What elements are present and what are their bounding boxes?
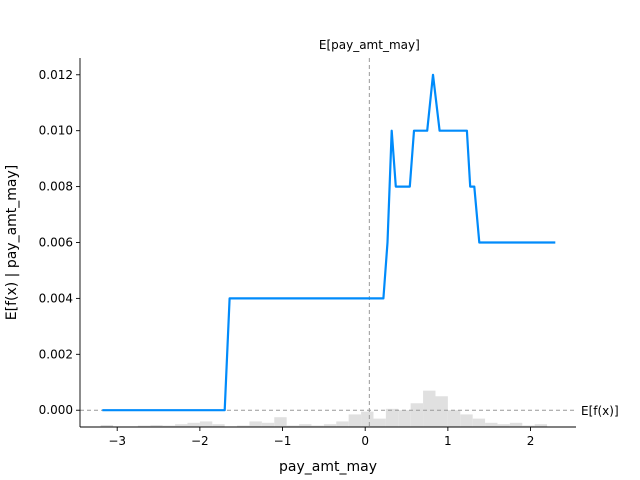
expected-value-x-label: E[pay_amt_may]: [319, 38, 420, 52]
y-tick-label: 0.006: [39, 236, 73, 250]
histogram-bar: [423, 390, 436, 427]
histogram-bar: [497, 424, 510, 427]
histogram-bar: [534, 424, 548, 427]
histogram-bars: [100, 390, 548, 427]
histogram-bar: [187, 422, 200, 427]
histogram-bar: [286, 425, 300, 427]
y-tick-label: 0.000: [39, 403, 73, 417]
histogram-bar: [299, 424, 312, 427]
y-ticks: 0.000 0.002 0.004 0.006 0.008 0.010 0.012: [39, 68, 80, 417]
histogram-bar: [311, 425, 324, 427]
series-line: [102, 73, 556, 412]
y-tick-label: 0.002: [39, 347, 73, 361]
y-axis-label: E[f(x) | pay_amt_may]: [4, 165, 20, 320]
histogram-bar: [212, 424, 225, 427]
histogram-bar: [199, 421, 213, 427]
x-tick-label: 0: [361, 434, 369, 448]
histogram-bar: [323, 424, 337, 427]
x-tick-label: −1: [274, 434, 292, 448]
histogram-bar: [249, 421, 262, 427]
histogram-bar: [336, 421, 349, 427]
histogram-bar: [522, 425, 535, 427]
histogram-bar: [175, 424, 188, 427]
histogram-bar: [137, 425, 151, 427]
histogram-bar: [361, 411, 374, 427]
histogram-bar: [460, 414, 473, 427]
histogram-bar: [435, 396, 448, 427]
histogram-bar: [162, 425, 176, 427]
histogram-bar: [274, 417, 287, 427]
y-tick-label: 0.004: [39, 291, 73, 305]
histogram-bar: [100, 425, 114, 427]
histogram-bar: [237, 425, 250, 427]
y-tick-label: 0.008: [39, 180, 73, 194]
histogram-bar: [410, 403, 424, 427]
y-tick-label: 0.012: [39, 68, 73, 82]
x-tick-label: 2: [527, 434, 535, 448]
x-tick-label: −3: [108, 434, 126, 448]
x-tick-label: −2: [191, 434, 209, 448]
y-tick-label: 0.010: [39, 124, 73, 138]
histogram-bar: [348, 414, 362, 427]
histogram-bar: [398, 410, 411, 427]
x-axis-label: pay_amt_may: [279, 459, 377, 475]
histogram-bar: [385, 408, 399, 427]
x-ticks: −3 −2 −1 0 1 2: [108, 427, 534, 448]
histogram-bar: [509, 422, 523, 427]
histogram-bar: [150, 425, 163, 427]
x-tick-label: 1: [444, 434, 452, 448]
histogram-bar: [373, 418, 386, 427]
histogram-bar: [447, 410, 461, 427]
histogram-bar: [261, 422, 275, 427]
expected-value-y-label: E[f(x)]: [581, 404, 619, 418]
histogram-bar: [485, 422, 498, 427]
histogram-bar: [472, 418, 486, 427]
